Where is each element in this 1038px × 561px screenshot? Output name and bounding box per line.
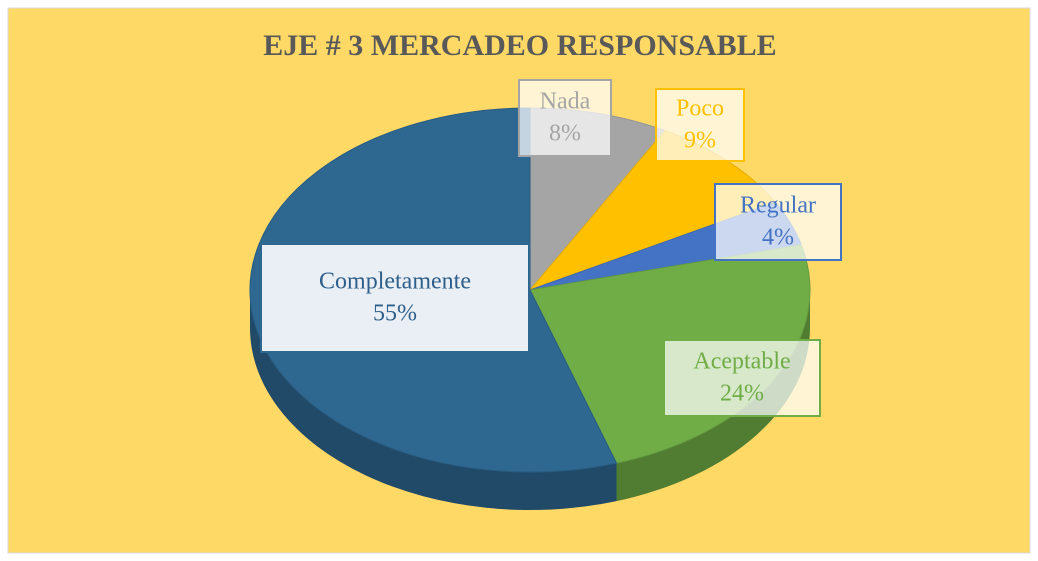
data-label-category: Nada (540, 89, 591, 115)
data-label-box (260, 243, 530, 353)
data-label-category: Completamente (319, 269, 471, 295)
data-label-box (714, 183, 842, 261)
data-label-category: Aceptable (693, 349, 790, 375)
data-label-value: 24% (720, 381, 764, 407)
data-label-value: 55% (373, 301, 417, 327)
data-label-category: Regular (740, 193, 816, 219)
data-label-box (655, 88, 745, 162)
data-label-value: 4% (762, 225, 794, 251)
data-label-box (663, 339, 821, 417)
chart-title: EJE # 3 MERCADEO RESPONSABLE (263, 29, 776, 62)
slice-side (250, 290, 617, 510)
data-label-category: Poco (676, 96, 724, 122)
data-label-value: 9% (684, 128, 716, 154)
data-label-value: 8% (549, 121, 581, 147)
data-label-box (518, 79, 612, 157)
